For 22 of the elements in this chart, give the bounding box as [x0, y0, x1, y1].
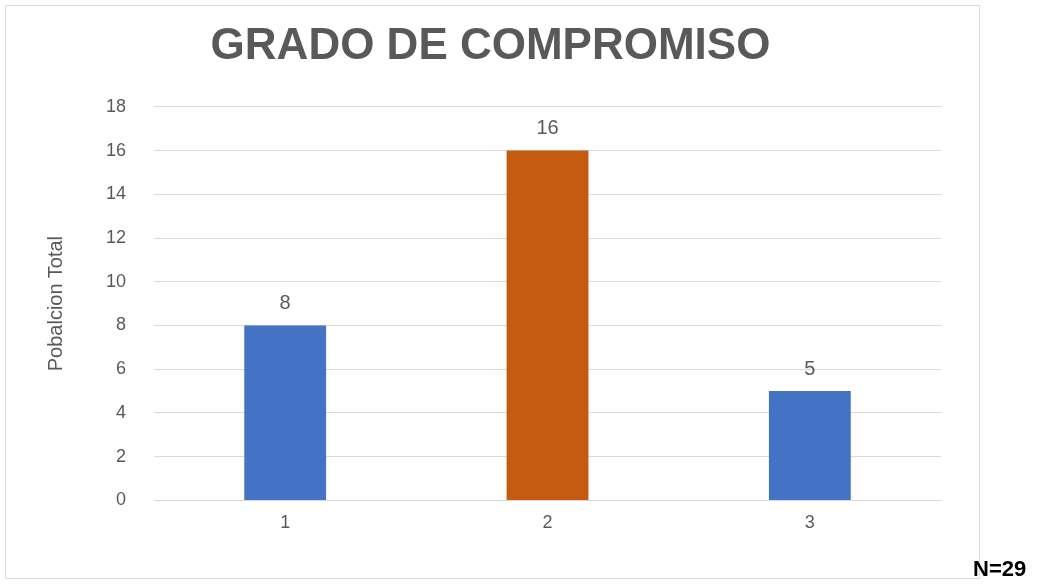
x-tick-label: 2: [542, 512, 553, 533]
text: N=29: [973, 556, 1027, 581]
y-axis-title: Pobalcion Total: [43, 235, 66, 372]
y-tick-label: 0: [116, 489, 127, 510]
x-tick-label: 1: [280, 512, 291, 533]
y-tick-label: 12: [105, 226, 127, 247]
y-tick-label: 6: [116, 358, 127, 379]
x-tick-label: 3: [804, 512, 815, 533]
y-tick-label: 16: [105, 139, 127, 160]
y-tick-label: 18: [105, 95, 127, 116]
y-tick-label: 8: [116, 314, 127, 335]
y-tick-label: 4: [116, 401, 127, 422]
bar: [506, 150, 589, 500]
chart-title: GRADO DE COMPROMISO: [210, 18, 771, 68]
y-tick-label: 14: [105, 183, 127, 204]
bar: [768, 391, 851, 500]
bar: [244, 325, 327, 500]
y-tick-label: 10: [105, 270, 127, 291]
data-label: 5: [804, 356, 816, 379]
y-tick-label: 2: [116, 445, 127, 466]
data-label: 8: [279, 290, 291, 313]
data-label: 16: [536, 116, 559, 139]
